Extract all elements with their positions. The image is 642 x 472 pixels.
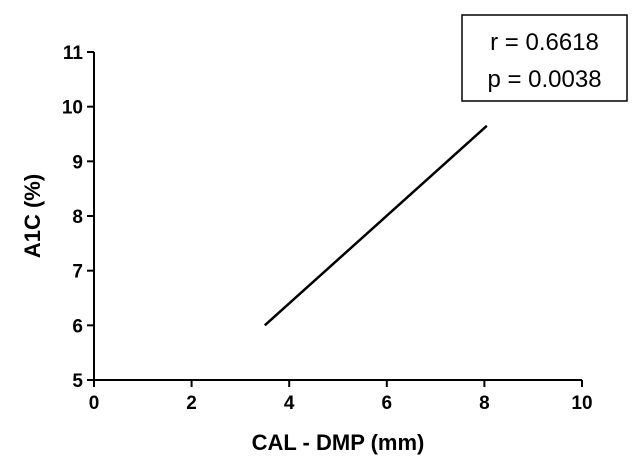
x-tick-label: 0 [89,393,100,414]
y-tick-label: 11 [63,43,84,64]
y-tick-label: 5 [72,371,83,392]
y-axis-ticks: 5 6 7 8 9 10 11 [62,43,94,392]
y-tick-label: 10 [62,98,83,119]
y-tick-label: 8 [72,207,83,228]
x-tick-label: 8 [479,393,490,414]
x-tick-label: 2 [186,393,197,414]
y-tick-label: 6 [72,316,83,337]
series-layer [263,124,488,327]
stats-annotation: r = 0.6618 p = 0.0038 [461,14,628,102]
correlation-r-label: r = 0.6618 [490,29,599,56]
x-tick-label: 6 [382,393,393,414]
y-tick-label: 7 [72,262,83,283]
p-value-label: p = 0.0038 [487,66,601,93]
y-tick-label: 9 [72,152,83,173]
axes-frame [93,52,582,381]
x-tick-label: 4 [284,393,295,414]
stats-box [461,14,628,102]
x-axis-ticks: 0 2 4 6 8 10 [89,380,593,414]
regression-line [263,124,488,327]
x-tick-label: 10 [571,393,592,414]
x-axis-title: CAL - DMP (mm) [252,430,425,455]
y-axis-title: A1C (%) [20,174,45,258]
